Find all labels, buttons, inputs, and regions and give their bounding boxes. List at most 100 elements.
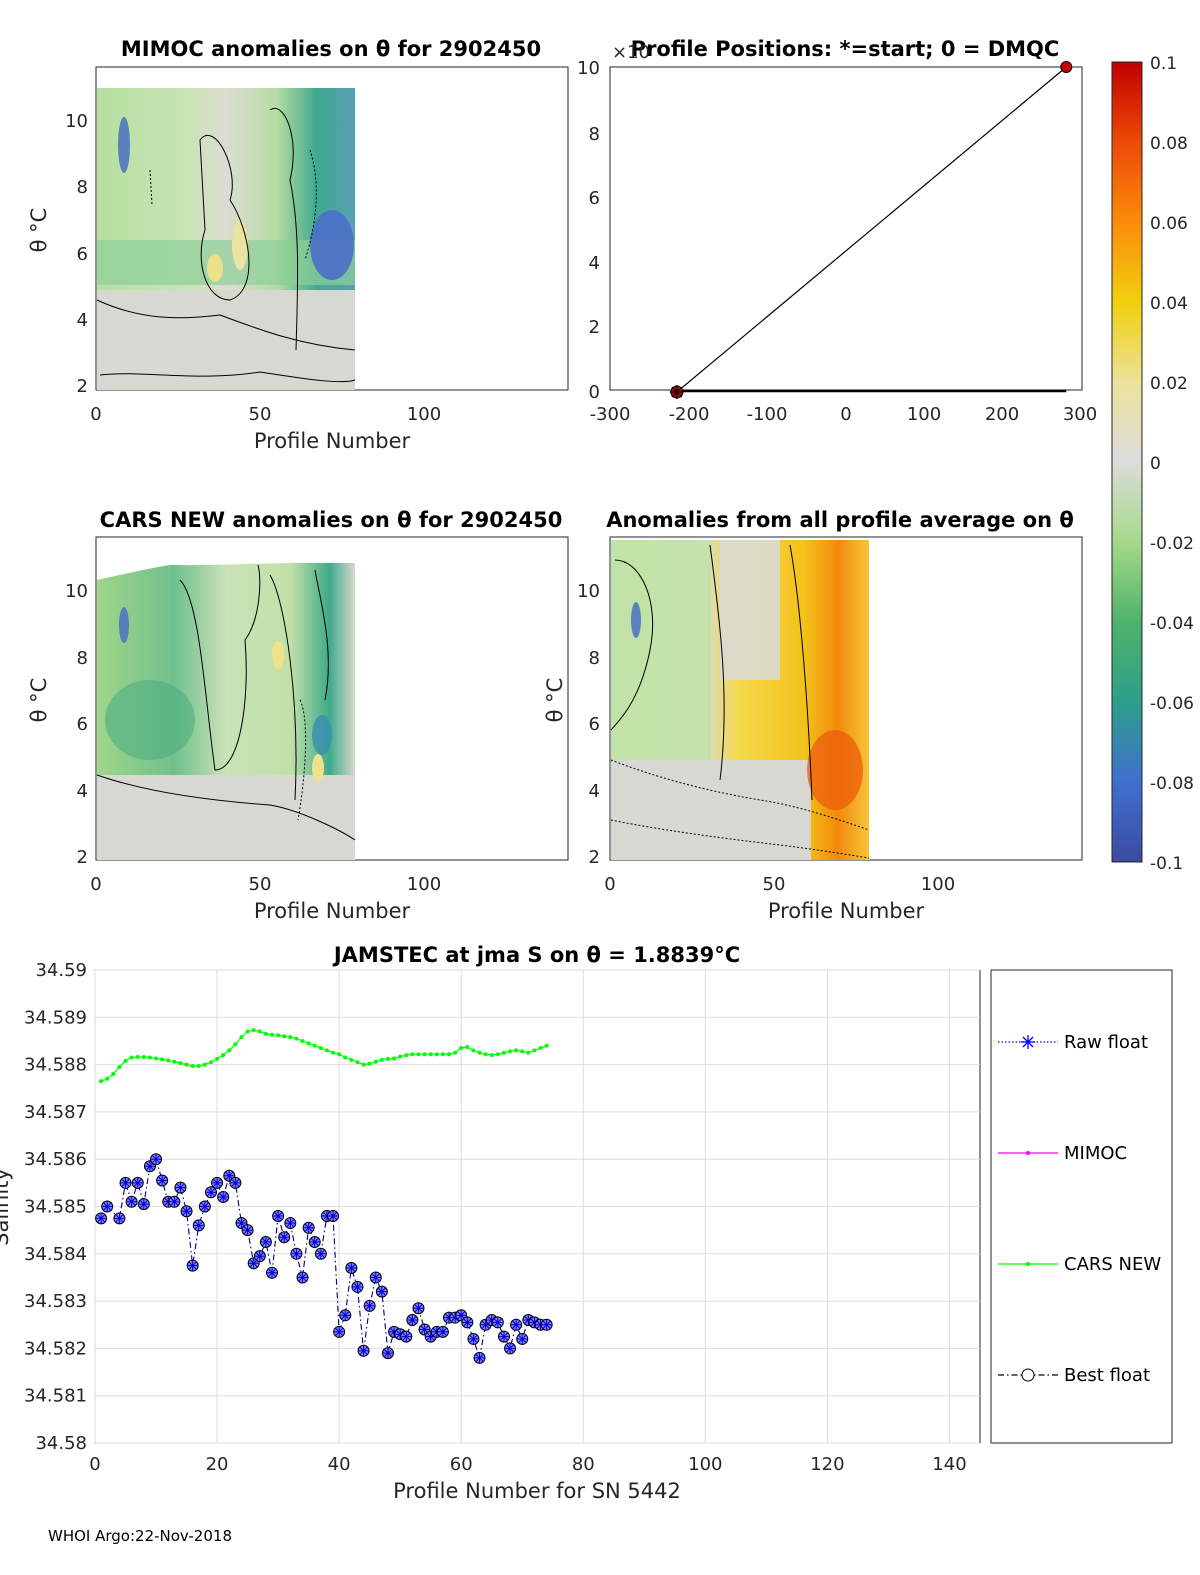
positions-exponent: ×10 [612,42,650,63]
positions-xtick: 0 [840,404,851,425]
dot-marker-icon [1026,1151,1030,1155]
mimoc-xticks: 0 50 100 [90,404,441,425]
positions-ytick: 8 [589,124,600,145]
positions-axes-box [609,66,1083,391]
cars-heatmap [96,562,356,860]
jamstec-xtick: 40 [328,1454,351,1475]
best-float-point [375,1285,388,1298]
jamstec-series-cars-new [99,1028,549,1084]
cars-new-point [514,1048,519,1053]
cars-new-point [410,1052,415,1057]
colorbar-gradient [1111,61,1143,863]
cars-new-point [459,1046,464,1051]
cars-new-point [202,1062,207,1067]
jamstec-xtick: 140 [932,1454,966,1475]
best-float-point [400,1330,413,1343]
cars-new-point [196,1064,201,1069]
colorbar-tick: -0.1 [1150,854,1183,874]
mimoc-xlabel: Profile Number [254,429,411,453]
dot-marker-icon [1026,1262,1030,1266]
cars-new-point [404,1053,409,1058]
cars-new-point [447,1052,451,1057]
best-float-point [101,1200,114,1213]
best-float-point [363,1299,376,1312]
jamstec-xtick: 120 [810,1454,844,1475]
colorbar-tick: 0.08 [1150,134,1188,154]
jamstec-title: JAMSTEC at jma S on θ = 1.8839°C [332,943,740,967]
positions-xtick: 200 [985,404,1019,425]
best-float-point [284,1217,297,1230]
cars-ylabel: θ °C [27,678,51,723]
cars-new-point [184,1062,189,1067]
cars-new-point [312,1043,317,1048]
mimoc-title: MIMOC anomalies on θ for 2902450 [121,37,541,61]
jamstec-panel: 0 20 40 60 80 100 120 140 34.5834.58134.58234.5… [0,943,981,1503]
best-float-point [497,1330,510,1343]
best-float-point [412,1302,425,1315]
jamstec-xtick: 0 [89,1454,100,1475]
best-float-point [467,1332,480,1345]
cars-new-point [282,1034,287,1039]
best-float-point [381,1347,394,1360]
cars-new-point [355,1060,360,1065]
cars-new-point [538,1046,543,1051]
best-float-point [174,1181,187,1194]
cars-new-point [166,1058,171,1063]
colorbar-tick: -0.04 [1150,614,1194,634]
cars-new-point [483,1052,488,1057]
best-float-point [333,1325,346,1338]
cars-new-point [129,1055,134,1060]
legend-label: MIMOC [1064,1143,1127,1164]
jamstec-xtick: 20 [206,1454,229,1475]
asterisk-marker-icon [1021,1035,1035,1049]
legend-label: Best float [1064,1365,1150,1386]
cars-new-point [532,1048,537,1053]
jamstec-xtick: 60 [450,1454,473,1475]
cars-panel: CARS NEW anomalies on θ for 2902450 0 50… [27,508,569,923]
cars-new-point [239,1035,244,1040]
best-float-point [540,1318,553,1331]
best-float-point [357,1344,370,1357]
best-float-point [150,1153,163,1166]
cars-new-point [373,1059,378,1064]
jamstec-ytick: 34.583 [24,1291,87,1312]
jamstec-series-best-float [95,1153,553,1364]
best-float-point [510,1318,523,1331]
best-float-point [461,1316,474,1329]
mimoc-ylabel: θ °C [27,208,51,253]
cars-new-point [495,1052,500,1057]
mimoc-xtick: 100 [407,404,441,425]
jamstec-xtick: 80 [572,1454,595,1475]
best-float-point [516,1332,529,1345]
cars-new-point [178,1061,183,1066]
cars-new-point [318,1046,323,1051]
allavg-xtick: 100 [921,874,955,895]
jamstec-ytick: 34.588 [24,1055,87,1076]
mimoc-ytick: 4 [77,310,88,331]
jamstec-ytick: 34.582 [24,1338,87,1359]
cars-new-point [434,1052,439,1057]
cars-new-point [227,1048,232,1053]
jamstec-ytick: 34.58 [35,1433,87,1454]
cars-new-point [385,1056,390,1061]
best-float-point [204,1186,217,1199]
best-float-point [253,1250,266,1263]
cars-new-point [111,1072,116,1077]
cars-new-point [99,1079,104,1084]
cars-new-point [172,1059,177,1064]
cars-xtick: 100 [407,874,441,895]
cars-new-point [489,1053,494,1058]
cars-new-point [501,1050,506,1055]
allavg-panel: Anomalies from all profile average on θ … [543,508,1083,923]
cars-xticks: 0 50 100 [90,874,441,895]
cars-new-point [477,1050,482,1055]
cars-new-point [215,1056,220,1061]
cars-new-point [361,1062,366,1067]
cars-new-point [526,1050,531,1055]
mimoc-yticks: 2 4 6 8 10 [65,111,88,397]
colorbar-tick: 0 [1150,454,1161,474]
cars-new-point [379,1057,384,1062]
cars-new-point [337,1052,342,1057]
cars-new-point [392,1056,397,1061]
best-float-point [308,1235,321,1248]
